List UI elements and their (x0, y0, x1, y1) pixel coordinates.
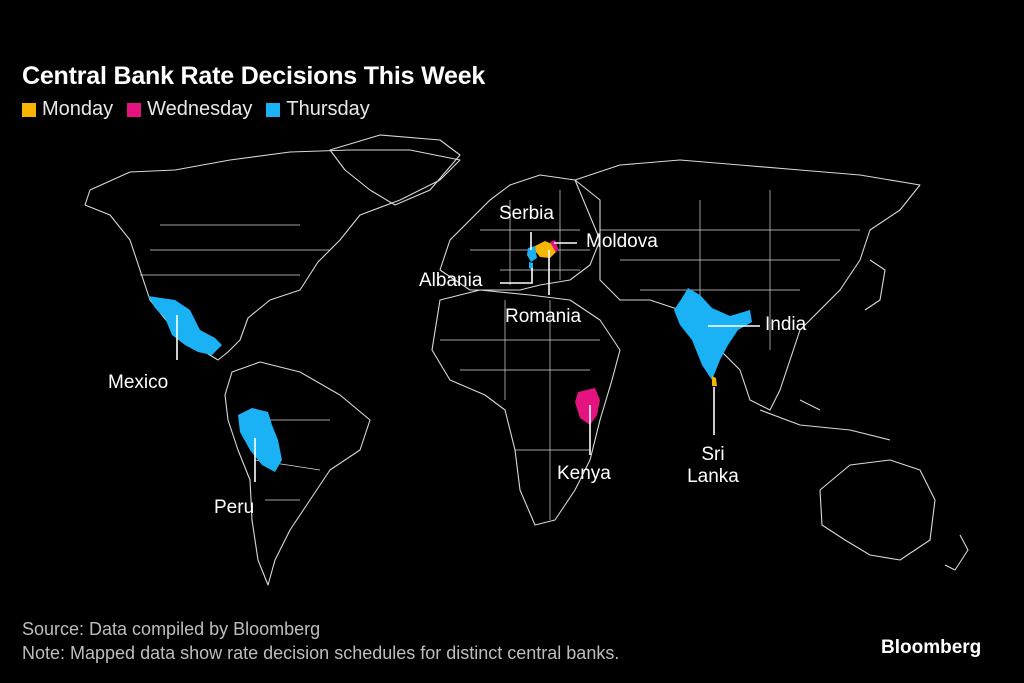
country-peru (238, 408, 282, 472)
legend-label: Wednesday (147, 98, 253, 120)
leader-line-albania (500, 268, 533, 284)
label-mexico: Mexico (108, 372, 169, 393)
south-america-outline (224, 361, 371, 586)
country-romania (535, 241, 556, 258)
legend-swatch-thursday (266, 102, 281, 117)
legend-item-wednesday: Wednesday (127, 98, 252, 121)
label-kenya: Kenya (557, 463, 611, 484)
country-mexico (148, 296, 222, 355)
country-serbia (527, 246, 537, 262)
footer: Source: Data compiled by Bloomberg Note:… (22, 617, 619, 665)
legend: Monday Wednesday Thursday (22, 98, 370, 121)
label-peru: Peru (214, 497, 255, 518)
label-sri-lanka-line2: Lanka (687, 466, 739, 487)
indonesia-outline (759, 399, 891, 441)
legend-swatch-wednesday (127, 102, 142, 117)
legend-swatch-monday (22, 102, 36, 117)
europe-outline (439, 174, 601, 291)
source-note: Source: Data compiled by Bloomberg (22, 619, 321, 639)
country-sri-lanka (712, 376, 717, 386)
new-zealand-outline (944, 534, 969, 571)
label-serbia: Serbia (499, 203, 554, 224)
asia-outline (574, 159, 921, 411)
country-india (674, 288, 752, 380)
label-moldova: Moldova (586, 231, 658, 252)
label-india: India (765, 314, 807, 335)
footnote: Note: Mapped data show rate decision sch… (22, 643, 620, 663)
page-title: Central Bank Rate Decisions This Week (22, 62, 486, 90)
legend-item-thursday: Thursday (266, 98, 370, 121)
africa-outline (431, 289, 621, 526)
greenland-outline (329, 134, 461, 206)
leader-lines (176, 232, 760, 482)
australia-outline (819, 459, 936, 561)
label-albania: Albania (419, 270, 483, 291)
japan-outline (864, 259, 886, 311)
country-kenya (575, 388, 600, 425)
legend-item-monday: Monday (22, 98, 113, 121)
legend-label: Thursday (286, 98, 370, 120)
label-sri-lanka: Sri Lanka (683, 444, 743, 488)
highlighted-countries (148, 240, 752, 472)
label-romania: Romania (505, 306, 582, 327)
label-sri-lanka-line1: Sri (701, 444, 725, 465)
legend-label: Monday (42, 98, 114, 120)
bloomberg-logo: Bloomberg (881, 637, 982, 658)
country-outlines (84, 134, 969, 586)
north-america-outline (84, 149, 461, 361)
